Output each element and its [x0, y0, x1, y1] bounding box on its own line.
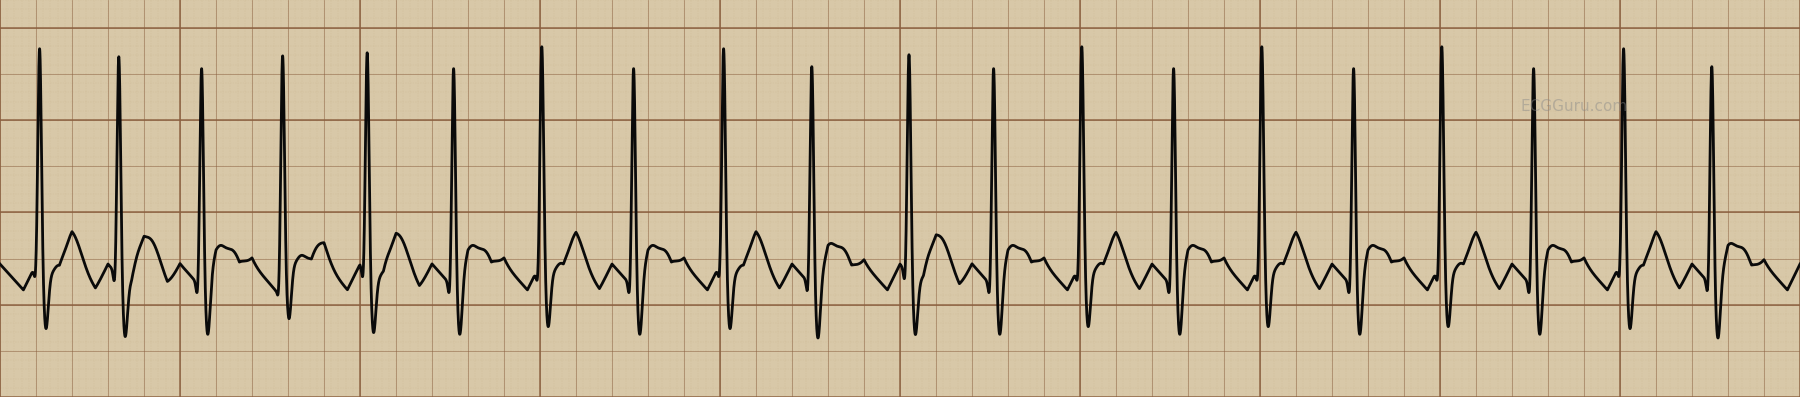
Text: ECGGuru.com: ECGGuru.com	[1521, 99, 1629, 114]
